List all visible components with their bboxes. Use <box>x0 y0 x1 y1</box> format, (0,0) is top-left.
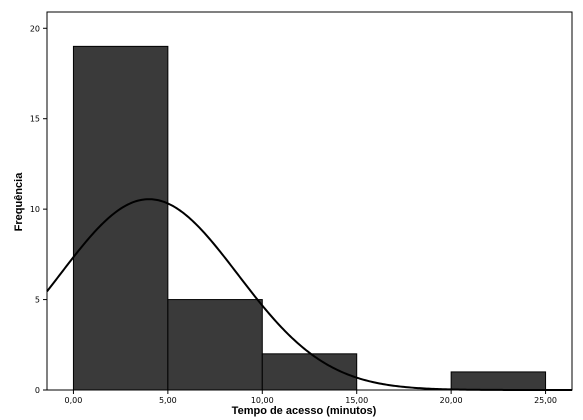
x-tick-label: 0,00 <box>65 396 83 405</box>
x-axis: 0,00 5,00 10,00 15,00 20,00 25,00 <box>65 390 557 405</box>
histogram-bar-1 <box>167 299 263 391</box>
plot-area-frame <box>46 11 573 391</box>
x-tick-label: 25,00 <box>534 396 557 405</box>
y-axis-title: Frequência <box>13 172 25 232</box>
y-tick-label: 15 <box>30 115 40 124</box>
y-tick-label: 10 <box>30 205 40 214</box>
y-tick-label: 20 <box>30 24 40 33</box>
x-tick-label: 15,00 <box>345 396 368 405</box>
histogram-bar-0 <box>72 45 169 391</box>
histogram-bar-4 <box>450 371 547 391</box>
y-tick-label: 0 <box>35 386 40 395</box>
x-tick-label: 20,00 <box>440 396 463 405</box>
x-axis-title: Tempo de acesso (minutos) <box>232 405 377 417</box>
x-tick-label: 10,00 <box>251 396 274 405</box>
y-axis: 0 5 10 15 20 <box>30 24 47 395</box>
y-tick-label: 5 <box>35 296 40 305</box>
x-tick-label: 5,00 <box>159 396 177 405</box>
histogram-bars <box>72 45 547 391</box>
